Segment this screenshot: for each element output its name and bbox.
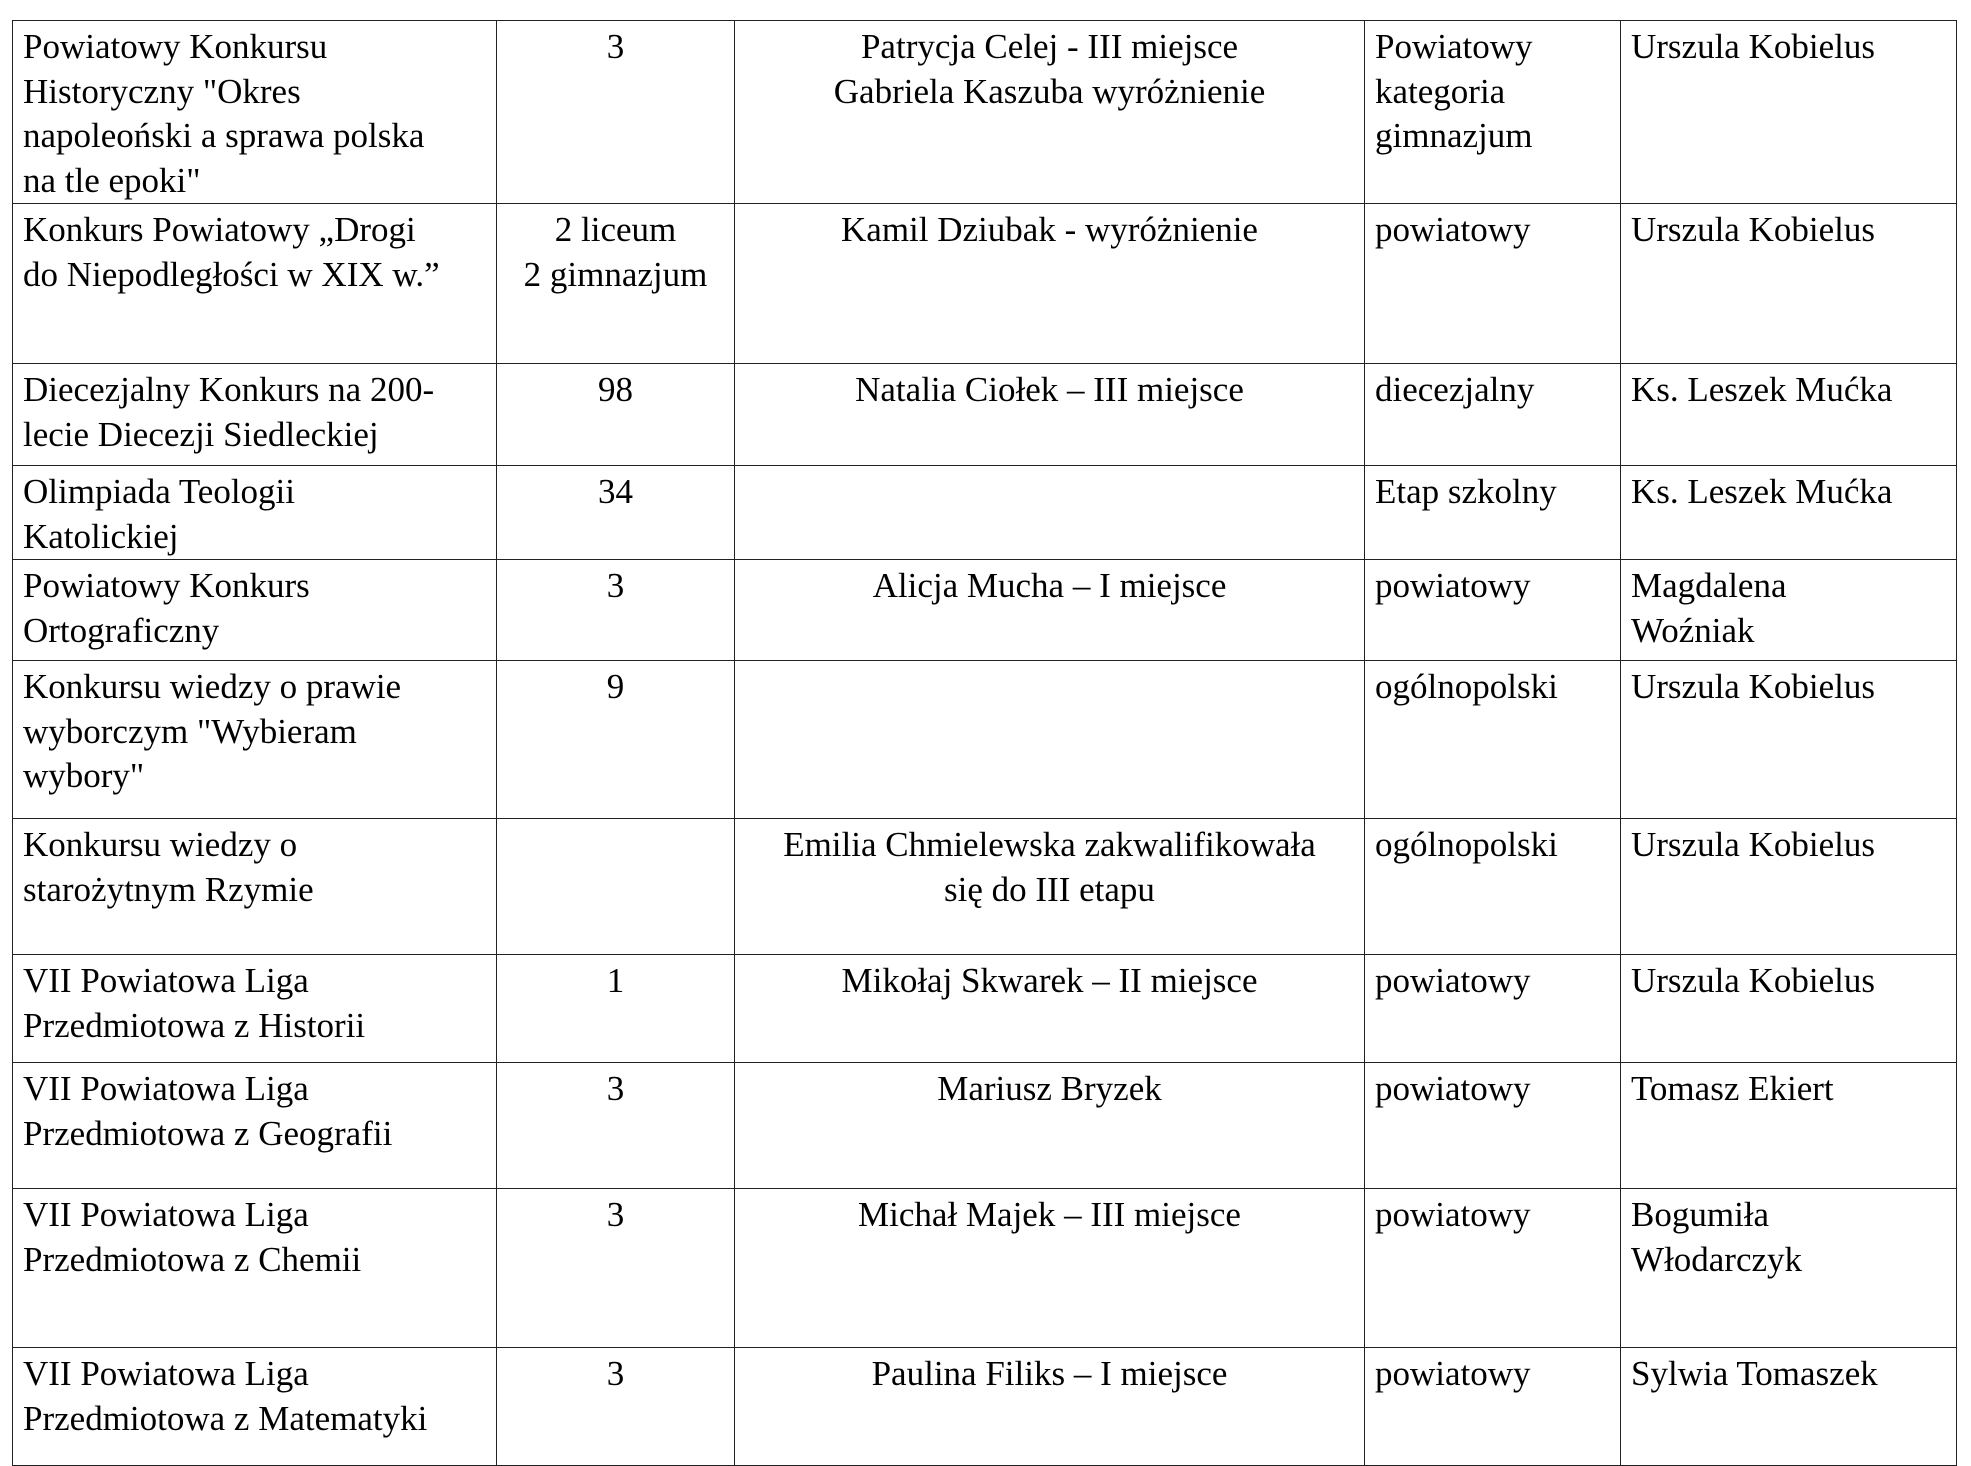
teacher-cell: Magdalena Woźniak bbox=[1620, 559, 1957, 661]
results-cell: Kamil Dziubak - wyróżnienie bbox=[734, 203, 1365, 364]
participants-cell: 2 liceum 2 gimnazjum bbox=[496, 203, 735, 364]
results-cell: Natalia Ciołek – III miejsce bbox=[734, 363, 1365, 466]
results-cell: Paulina Filiks – I miejsce bbox=[734, 1347, 1365, 1466]
level-cell: Powiatowy kategoria gimnazjum bbox=[1364, 20, 1621, 204]
competitions-table: Powiatowy Konkursu Historyczny "Okres na… bbox=[12, 20, 1957, 1466]
participants-cell: 9 bbox=[496, 660, 735, 819]
participants-cell: 3 bbox=[496, 20, 735, 204]
table-row: Powiatowy Konkurs Ortograficzny 3 Alicja M… bbox=[12, 559, 1957, 661]
teacher-cell: Ks. Leszek Mućka bbox=[1620, 465, 1957, 560]
competition-cell: Diecezjalny Konkurs na 200- lecie Diecez… bbox=[12, 363, 497, 466]
table-row: VII Powiatowa Liga Przedmiotowa z Geogra… bbox=[12, 1062, 1957, 1189]
table-row: VII Powiatowa Liga Przedmiotowa z Histor… bbox=[12, 954, 1957, 1063]
results-cell: Michał Majek – III miejsce bbox=[734, 1188, 1365, 1348]
participants-cell bbox=[496, 818, 735, 955]
participants-cell: 98 bbox=[496, 363, 735, 466]
competition-cell: VII Powiatowa Liga Przedmiotowa z Matema… bbox=[12, 1347, 497, 1466]
competition-cell: VII Powiatowa Liga Przedmiotowa z Histor… bbox=[12, 954, 497, 1063]
level-cell: powiatowy bbox=[1364, 1188, 1621, 1348]
competition-cell: Konkursu wiedzy o starożytnym Rzymie bbox=[12, 818, 497, 955]
teacher-cell: Ks. Leszek Mućka bbox=[1620, 363, 1957, 466]
table-row: Konkursu wiedzy o starożytnym Rzymie Emil… bbox=[12, 818, 1957, 955]
participants-cell: 3 bbox=[496, 1188, 735, 1348]
teacher-cell: Urszula Kobielus bbox=[1620, 660, 1957, 819]
level-cell: Etap szkolny bbox=[1364, 465, 1621, 560]
participants-cell: 3 bbox=[496, 1062, 735, 1189]
teacher-cell: Urszula Kobielus bbox=[1620, 818, 1957, 955]
competition-cell: Olimpiada Teologii Katolickiej bbox=[12, 465, 497, 560]
competition-cell: VII Powiatowa Liga Przedmiotowa z Chemii bbox=[12, 1188, 497, 1348]
teacher-cell: Tomasz Ekiert bbox=[1620, 1062, 1957, 1189]
competition-cell: Konkurs Powiatowy „Drogi do Niepodległoś… bbox=[12, 203, 497, 364]
competition-cell: Powiatowy Konkursu Historyczny "Okres na… bbox=[12, 20, 497, 204]
table-row: Powiatowy Konkursu Historyczny "Okres na… bbox=[12, 20, 1957, 204]
level-cell: diecezjalny bbox=[1364, 363, 1621, 466]
teacher-cell: Urszula Kobielus bbox=[1620, 954, 1957, 1063]
competition-cell: Powiatowy Konkurs Ortograficzny bbox=[12, 559, 497, 661]
level-cell: ogólnopolski bbox=[1364, 660, 1621, 819]
table-row: Konkurs Powiatowy „Drogi do Niepodległoś… bbox=[12, 203, 1957, 364]
table-row: Konkursu wiedzy o prawie wyborczym "Wybi… bbox=[12, 660, 1957, 819]
results-cell: Mikołaj Skwarek – II miejsce bbox=[734, 954, 1365, 1063]
results-cell: Alicja Mucha – I miejsce bbox=[734, 559, 1365, 661]
teacher-cell: Urszula Kobielus bbox=[1620, 203, 1957, 364]
competition-cell: Konkursu wiedzy o prawie wyborczym "Wybi… bbox=[12, 660, 497, 819]
level-cell: powiatowy bbox=[1364, 1062, 1621, 1189]
level-cell: powiatowy bbox=[1364, 1347, 1621, 1466]
participants-cell: 3 bbox=[496, 1347, 735, 1466]
participants-cell: 1 bbox=[496, 954, 735, 1063]
results-cell bbox=[734, 465, 1365, 560]
table-row: VII Powiatowa Liga Przedmiotowa z Chemii… bbox=[12, 1188, 1957, 1348]
teacher-cell: Sylwia Tomaszek bbox=[1620, 1347, 1957, 1466]
table-row: Olimpiada Teologii Katolickiej 34 Etap szk… bbox=[12, 465, 1957, 560]
teacher-cell: Urszula Kobielus bbox=[1620, 20, 1957, 204]
level-cell: powiatowy bbox=[1364, 954, 1621, 1063]
table-row: VII Powiatowa Liga Przedmiotowa z Matema… bbox=[12, 1347, 1957, 1466]
table-row: Diecezjalny Konkurs na 200- lecie Diecez… bbox=[12, 363, 1957, 466]
participants-cell: 34 bbox=[496, 465, 735, 560]
results-cell: Emilia Chmielewska zakwalifikowała się d… bbox=[734, 818, 1365, 955]
teacher-cell: Bogumiła Włodarczyk bbox=[1620, 1188, 1957, 1348]
results-cell bbox=[734, 660, 1365, 819]
level-cell: powiatowy bbox=[1364, 203, 1621, 364]
level-cell: ogólnopolski bbox=[1364, 818, 1621, 955]
participants-cell: 3 bbox=[496, 559, 735, 661]
results-cell: Patrycja Celej - III miejsce Gabriela Ka… bbox=[734, 20, 1365, 204]
competition-cell: VII Powiatowa Liga Przedmiotowa z Geogra… bbox=[12, 1062, 497, 1189]
level-cell: powiatowy bbox=[1364, 559, 1621, 661]
results-cell: Mariusz Bryzek bbox=[734, 1062, 1365, 1189]
